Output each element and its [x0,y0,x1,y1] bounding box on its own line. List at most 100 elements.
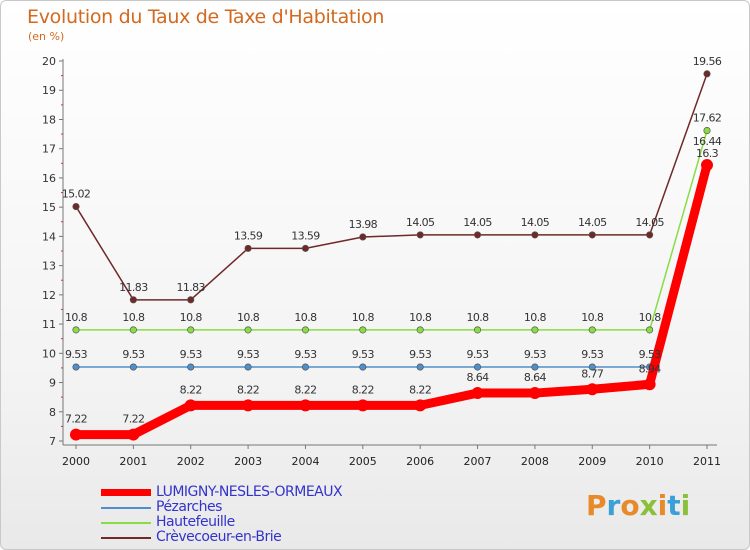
legend-swatch [101,507,151,509]
series-line-3 [75,73,708,301]
legend-label: Crèvecoeur-en-Brie [156,529,282,545]
proxiti-logo: Proxiti [586,489,691,522]
data-point [187,326,195,334]
data-point [643,378,656,391]
x-tick-label: 2002 [177,455,205,468]
data-label: 17.62 [693,112,722,125]
data-point [299,399,312,412]
y-tick-label: 9 [49,377,56,390]
data-label: 15.02 [62,188,91,201]
data-point [588,363,596,371]
data-label: 10.8 [352,311,375,324]
data-label: 10.8 [65,311,88,324]
y-tick-label: 12 [42,289,56,302]
data-point [473,231,482,239]
y-tick-label: 15 [42,201,56,214]
data-label: 13.59 [291,229,320,242]
data-label: 8.64 [466,371,489,384]
data-point [244,363,252,371]
data-point [244,244,252,252]
data-point [473,326,482,334]
data-point [473,363,482,371]
series-line-1 [75,168,708,368]
data-label: 8.64 [524,371,547,384]
data-label: 10.8 [524,311,547,324]
data-point [184,399,197,412]
data-label: 9.53 [466,348,489,361]
data-point [531,231,539,239]
data-label: 9.53 [352,348,375,361]
legend-swatch [101,522,151,524]
data-point [187,296,195,304]
data-label: 13.59 [234,229,263,242]
data-label: 10.8 [581,311,604,324]
data-label: 14.05 [406,216,435,229]
data-point [531,326,539,334]
data-label: 10.8 [466,311,489,324]
data-label: 8.22 [294,383,316,396]
data-point [244,326,252,334]
data-label: 11.83 [176,281,205,294]
y-tick-label: 18 [42,113,56,126]
data-label: 19.56 [693,55,722,68]
x-tick-label: 2008 [521,455,549,468]
data-point [359,326,367,334]
y-tick-label: 8 [49,406,56,419]
chart-legend: LUMIGNY-NESLES-ORMEAUX Pézarches Hautefeui… [101,484,421,545]
data-point [72,203,80,211]
data-point [531,363,539,371]
data-label: 8.22 [237,383,259,396]
chart-title: Evolution du Taux de Taxe d'Habitation [27,6,385,28]
legend-label: Pézarches [156,499,222,515]
legend-label: LUMIGNY-NESLES-ORMEAUX [156,484,343,500]
data-label: 10.8 [122,311,145,324]
data-point [301,363,310,371]
x-tick-label: 2001 [119,455,147,468]
x-tick-label: 2003 [234,455,262,468]
x-tick-label: 2006 [406,455,434,468]
legend-item: Hautefeuille [101,514,421,530]
data-point [356,399,369,412]
data-label: 16.3 [696,147,719,160]
x-tick-label: 2007 [464,455,492,468]
data-point [646,231,654,239]
data-point [301,326,310,334]
data-point [701,159,713,172]
data-point [416,326,424,334]
data-point [187,363,195,371]
data-point [301,244,310,252]
data-label: 8.77 [581,367,604,380]
data-point [129,296,137,304]
data-point [414,399,427,412]
data-point [588,326,596,334]
data-label: 13.98 [349,218,378,231]
y-tick-label: 14 [42,230,56,243]
data-point [416,363,424,371]
y-tick-label: 13 [42,260,56,273]
data-label: 14.05 [635,216,664,229]
x-tick-label: 2009 [578,455,606,468]
data-label: 9.53 [581,348,604,361]
y-tick-label: 16 [42,172,56,185]
legend-item: Pézarches [101,499,421,515]
data-label: 9.53 [65,348,88,361]
data-label: 16.44 [693,135,722,148]
legend-swatch [101,489,151,496]
data-label: 8.94 [639,362,662,375]
data-point [129,363,137,371]
legend-item: LUMIGNY-NESLES-ORMEAUX [101,484,421,500]
data-label: 8.22 [352,383,374,396]
data-point [471,387,484,400]
data-point [646,326,654,334]
x-tick-label: 2004 [291,455,319,468]
data-label: 9.53 [122,348,145,361]
data-label: 9.53 [409,348,432,361]
data-point [70,428,82,441]
data-label: 10.8 [639,311,662,324]
data-label: 10.8 [409,311,432,324]
data-point [72,326,80,334]
y-tick-label: 7 [49,435,56,448]
data-label: 9.53 [639,348,662,361]
